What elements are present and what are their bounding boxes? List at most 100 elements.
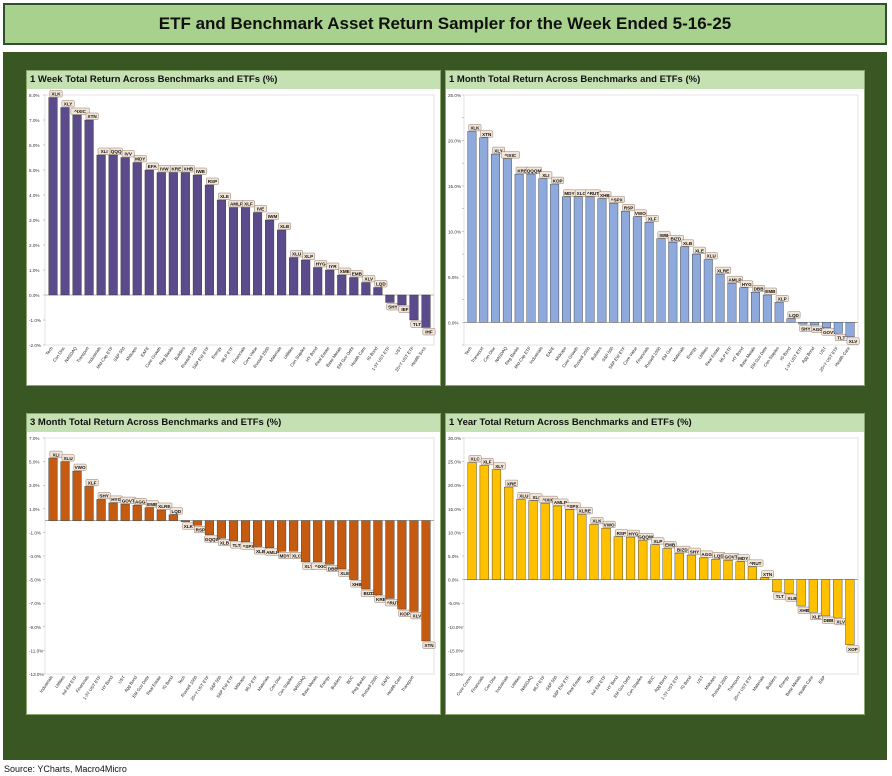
data-label: AMLP — [266, 550, 279, 555]
data-label: XHB — [600, 193, 610, 198]
chart-bar — [798, 322, 808, 325]
data-label: LQD — [171, 509, 181, 514]
chart-bar — [385, 294, 395, 303]
y-tick-label: -3.0% — [29, 554, 41, 559]
data-label-box — [651, 537, 665, 545]
data-label: IHF — [425, 330, 433, 335]
chart-bar — [810, 322, 820, 326]
x-tick-label: Builders — [765, 675, 778, 691]
data-label: EMB — [147, 502, 158, 507]
data-label: XLP — [304, 254, 313, 259]
data-label-box — [552, 498, 569, 506]
data-label-box — [206, 177, 219, 185]
data-label-box — [598, 191, 612, 199]
chart-bar — [84, 486, 94, 521]
data-label: XLE — [695, 248, 704, 253]
y-tick-label: 20.0% — [448, 483, 461, 488]
data-label-box — [834, 333, 848, 341]
chart-bar — [550, 183, 560, 323]
chart-bar — [325, 269, 335, 296]
data-label: EMB — [665, 543, 676, 548]
y-tick-label: 15.0% — [448, 184, 461, 189]
data-label: XLB — [220, 541, 230, 546]
data-label-box — [551, 176, 564, 184]
chart-grid-frame: 1 Week Total Return Across Benchmarks an… — [3, 52, 887, 760]
chart-bar — [120, 157, 130, 296]
x-tick-label: Tech — [463, 345, 473, 356]
chart-bar — [204, 184, 214, 296]
data-label-box — [740, 280, 754, 288]
chart-panel-1-year: 1 Year Total Return Across Benchmarks an… — [445, 413, 865, 715]
data-label: ^RUT — [749, 561, 761, 566]
chart-bar — [686, 554, 697, 580]
y-tick-label: 0.0% — [448, 578, 458, 583]
chart-bar — [528, 500, 538, 580]
data-label: ^SPX — [611, 197, 624, 202]
data-label: LQD — [714, 554, 724, 559]
chart-bar — [650, 544, 660, 580]
data-label: XLB — [683, 241, 693, 246]
data-label: XLU — [707, 254, 717, 259]
y-tick-label: 10.0% — [448, 530, 461, 535]
chart-bar — [760, 577, 770, 580]
chart-bar — [240, 207, 251, 296]
data-label-box — [539, 171, 553, 179]
data-label: XLF — [648, 216, 657, 221]
chart-bar — [180, 520, 190, 522]
data-label: ^IXIC — [74, 109, 86, 114]
data-label-box — [663, 541, 677, 549]
x-tick-label: Materials — [751, 675, 765, 692]
data-label: TLT — [413, 322, 421, 327]
data-label: ^SPX — [567, 504, 580, 509]
data-label: DBB — [754, 286, 765, 291]
data-label: AGG — [701, 552, 712, 557]
y-tick-label: 4.0% — [29, 193, 39, 198]
data-label: XLC — [292, 553, 302, 558]
data-label-box — [602, 520, 616, 528]
x-tick-label: Core Comm — [456, 674, 474, 696]
data-label: IEF — [401, 307, 408, 312]
data-label-box — [218, 192, 231, 200]
data-label: IVV — [125, 152, 133, 157]
chart-bar — [822, 322, 831, 328]
data-label-box — [121, 150, 135, 158]
chart-panel-1-month: 1 Month Total Return Across Benchmarks a… — [445, 70, 865, 386]
data-label: DBB — [328, 566, 339, 571]
y-tick-label: -10.0% — [448, 625, 463, 630]
data-label: XLC — [471, 457, 481, 462]
data-label: XLRE — [579, 509, 591, 514]
data-label: LQD — [376, 282, 386, 287]
chart-bar — [613, 536, 623, 580]
data-label-box — [645, 215, 659, 222]
y-tick-label: -11.0% — [29, 648, 43, 653]
data-label: IWM — [268, 214, 278, 219]
x-tick-label: Industrials — [39, 675, 54, 694]
data-label: XLK — [51, 92, 61, 97]
data-label-box — [704, 252, 718, 260]
data-label-box — [326, 262, 340, 270]
y-tick-label: 1.0% — [29, 507, 39, 512]
chart-bar — [108, 154, 118, 296]
data-label: KRE — [517, 168, 527, 173]
chart-bar — [337, 274, 347, 296]
data-label: XLV — [413, 614, 423, 619]
chart-bar — [313, 267, 323, 296]
chart-bar — [108, 502, 118, 521]
chart-bar — [216, 520, 226, 539]
chart-bar — [585, 196, 595, 323]
chart-bar — [703, 259, 713, 323]
data-label: AMLP — [230, 202, 243, 207]
chart-bar — [762, 294, 772, 323]
y-tick-label: 20.0% — [448, 138, 461, 143]
x-tick-label: Tech — [45, 345, 55, 356]
data-label: EMB — [352, 272, 363, 277]
data-label-box — [350, 270, 364, 278]
chart-bar — [638, 540, 648, 580]
chart-svg: -13.0% -11.0% -9.0% -7.0% -5.0% -3.0% -1.0% 1.0… — [29, 436, 436, 701]
chart-bar — [808, 579, 818, 613]
x-tick-label: Builders — [330, 675, 343, 691]
chart-bar — [277, 229, 287, 296]
data-label: MDY — [564, 191, 574, 196]
chart-bar — [491, 469, 502, 580]
y-tick-label: 5.0% — [29, 460, 39, 465]
